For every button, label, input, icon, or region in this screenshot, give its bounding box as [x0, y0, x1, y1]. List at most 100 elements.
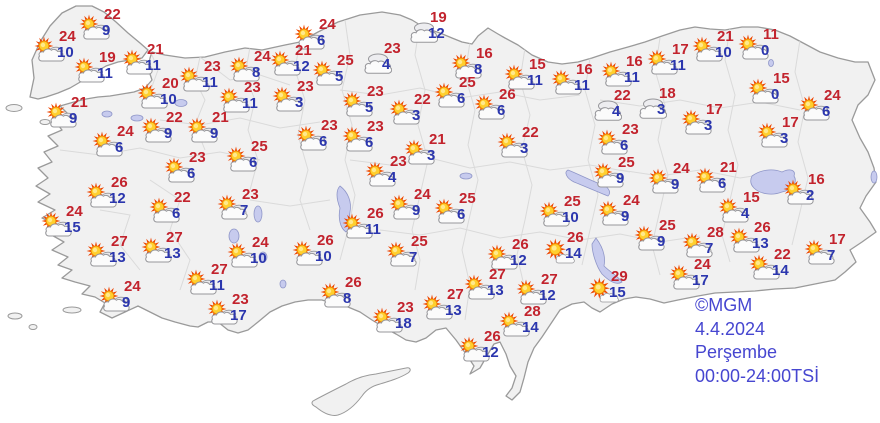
low-temp: 6 — [457, 206, 466, 223]
islands — [5, 104, 411, 416]
high-temp: 22 — [614, 87, 631, 104]
high-temp: 25 — [337, 52, 354, 69]
high-temp: 15 — [529, 56, 546, 73]
low-temp: 9 — [657, 233, 666, 250]
low-temp: 8 — [474, 61, 483, 78]
low-temp: 17 — [230, 307, 247, 324]
low-temp: 10 — [160, 91, 177, 108]
low-temp: 11 — [145, 57, 161, 74]
high-temp: 20 — [162, 75, 179, 92]
high-temp: 25 — [459, 190, 476, 207]
high-temp: 15 — [773, 70, 790, 87]
high-temp: 26 — [484, 328, 501, 345]
low-temp: 9 — [122, 294, 131, 311]
high-temp: 26 — [567, 229, 584, 246]
high-temp: 23 — [367, 83, 384, 100]
low-temp: 4 — [388, 169, 397, 186]
low-temp: 7 — [240, 202, 249, 219]
low-temp: 3 — [427, 147, 436, 164]
low-temp: 10 — [562, 209, 579, 226]
low-temp: 6 — [457, 90, 466, 107]
low-temp: 11 — [574, 77, 590, 94]
high-temp: 24 — [254, 48, 271, 65]
low-temp: 12 — [482, 344, 499, 361]
low-temp: 9 — [102, 22, 111, 39]
high-temp: 26 — [345, 274, 362, 291]
low-temp: 4 — [741, 205, 750, 222]
low-temp: 4 — [612, 103, 621, 120]
high-temp: 24 — [66, 203, 83, 220]
high-temp: 21 — [295, 42, 312, 59]
low-temp: 5 — [335, 68, 344, 85]
low-temp: 14 — [565, 245, 582, 262]
high-temp: 19 — [430, 9, 447, 26]
high-temp: 22 — [522, 124, 539, 141]
low-temp: 9 — [412, 202, 421, 219]
low-temp: 10 — [250, 250, 267, 267]
low-temp: 13 — [164, 245, 181, 262]
high-temp: 23 — [390, 153, 407, 170]
low-temp: 15 — [64, 219, 81, 236]
high-temp: 21 — [212, 109, 229, 126]
low-temp: 9 — [621, 208, 630, 225]
low-temp: 13 — [109, 249, 126, 266]
high-temp: 24 — [124, 278, 141, 295]
high-temp: 26 — [512, 236, 529, 253]
high-temp: 27 — [489, 266, 506, 283]
high-temp: 26 — [367, 205, 384, 222]
low-temp: 9 — [210, 125, 219, 142]
low-temp: 6 — [620, 137, 629, 154]
map-credit: ©MGM 4.4.2024 Perşembe 00:00-24:00TSİ — [695, 294, 819, 388]
high-temp: 17 — [829, 231, 846, 248]
high-temp: 26 — [499, 86, 516, 103]
low-temp: 6 — [249, 154, 258, 171]
high-temp: 23 — [232, 291, 249, 308]
low-temp: 3 — [295, 94, 304, 111]
low-temp: 6 — [319, 133, 328, 150]
high-temp: 21 — [429, 131, 446, 148]
high-temp: 24 — [59, 28, 76, 45]
high-temp: 21 — [147, 41, 164, 58]
credit-date: 4.4.2024 — [695, 318, 766, 339]
high-temp: 17 — [782, 114, 799, 131]
low-temp: 12 — [109, 190, 126, 207]
high-temp: 22 — [104, 6, 121, 23]
low-temp: 9 — [69, 110, 78, 127]
high-temp: 27 — [111, 233, 128, 250]
lakes — [101, 59, 878, 289]
cyprus-island — [311, 367, 411, 416]
low-temp: 9 — [164, 125, 173, 142]
high-temp: 26 — [111, 174, 128, 191]
high-temp: 24 — [673, 160, 690, 177]
high-temp: 24 — [824, 87, 841, 104]
high-temp: 27 — [211, 261, 228, 278]
lake-ataturk — [591, 237, 623, 284]
high-temp: 22 — [414, 91, 431, 108]
low-temp: 3 — [520, 140, 529, 157]
high-temp: 24 — [623, 192, 640, 209]
low-temp: 3 — [780, 130, 789, 147]
low-temp: 12 — [510, 252, 527, 269]
credit-period: 00:00-24:00TSİ — [695, 365, 820, 386]
low-temp: 6 — [115, 139, 124, 156]
high-temp: 23 — [367, 118, 384, 135]
low-temp: 14 — [522, 319, 539, 336]
low-temp: 8 — [252, 64, 261, 81]
low-temp: 6 — [317, 32, 326, 49]
low-temp: 3 — [704, 117, 713, 134]
low-temp: 11 — [209, 277, 225, 294]
low-temp: 13 — [487, 282, 504, 299]
high-temp: 27 — [447, 286, 464, 303]
low-temp: 12 — [539, 287, 556, 304]
high-temp: 16 — [476, 45, 493, 62]
high-temp: 24 — [117, 123, 134, 140]
low-temp: 8 — [343, 290, 352, 307]
high-temp: 25 — [459, 74, 476, 91]
high-temp: 19 — [99, 49, 116, 66]
high-temp: 21 — [720, 159, 737, 176]
low-temp: 12 — [293, 58, 310, 75]
high-temp: 22 — [174, 189, 191, 206]
high-temp: 16 — [576, 61, 593, 78]
low-temp: 5 — [365, 99, 374, 116]
